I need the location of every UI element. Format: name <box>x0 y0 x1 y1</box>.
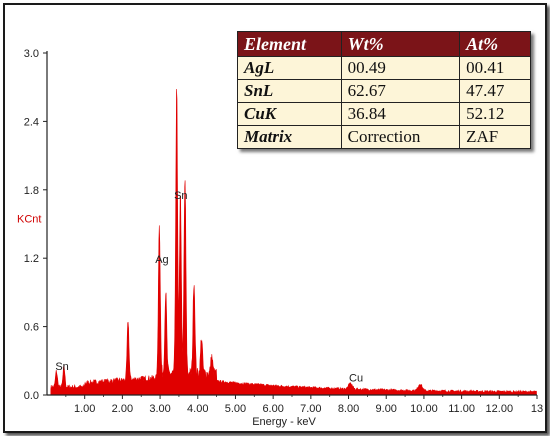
table-row: Matrix Correction ZAF <box>237 125 531 149</box>
at-cell: 52.12 <box>459 102 531 126</box>
at-cell: 00.41 <box>459 56 531 80</box>
x-tick-label: 10.00 <box>410 403 438 415</box>
x-tick-label: 9.00 <box>376 403 397 415</box>
y-tick-label: 1.2 <box>24 253 39 265</box>
header-element: Element <box>237 31 342 57</box>
x-tick-label: 8.00 <box>338 403 359 415</box>
at-cell: 47.47 <box>459 79 531 103</box>
wt-cell: 00.49 <box>340 56 461 80</box>
at-cell: ZAF <box>459 125 531 149</box>
y-tick-label: 0.6 <box>24 322 39 334</box>
element-cell: AgL <box>237 56 342 80</box>
x-tick-label: 5.00 <box>225 403 246 415</box>
y-axis-title: KCnt <box>17 213 41 225</box>
table-row: AgL 00.49 00.41 <box>237 56 531 80</box>
x-tick-label: 4.00 <box>187 403 208 415</box>
table-row: SnL 62.67 47.47 <box>237 79 531 103</box>
peak-label: Ag <box>155 254 168 266</box>
table-header-row: Element Wt% At% <box>237 31 531 57</box>
x-tick-label: 11.00 <box>448 403 475 415</box>
wt-cell: Correction <box>340 125 461 149</box>
y-tick-label: 2.4 <box>24 116 39 128</box>
x-tick-label: 6.00 <box>262 403 283 415</box>
element-composition-table: Element Wt% At% AgL 00.49 00.41 SnL 62.6… <box>237 31 531 149</box>
spectrum-area <box>50 88 537 396</box>
header-wt-percent: Wt% <box>340 31 461 57</box>
figure-frame: 1.00 2.00 3.00 4.00 5.00 6.00 7.00 8.00 9.00 10.0… <box>3 3 547 433</box>
element-cell: Matrix <box>237 125 342 149</box>
y-tick-label: 3.0 <box>24 48 39 60</box>
x-axis-title: Energy - keV <box>252 416 316 428</box>
eds-spectrum-chart: 1.00 2.00 3.00 4.00 5.00 6.00 7.00 8.00 9.00 10.0… <box>17 48 543 428</box>
x-tick-label: 13 <box>531 403 543 415</box>
peak-label: Cu <box>349 372 363 384</box>
y-tick-label: 1.8 <box>24 185 39 197</box>
peak-label: Sn <box>55 361 68 373</box>
element-cell: SnL <box>237 79 342 103</box>
x-tick-label: 12.00 <box>486 403 514 415</box>
x-tick-label: 3.00 <box>149 403 170 415</box>
table-row: CuK 36.84 52.12 <box>237 102 531 126</box>
header-at-percent: At% <box>459 31 531 57</box>
x-tick-label: 1.00 <box>74 403 95 415</box>
x-tick-label: 2.00 <box>112 403 133 415</box>
wt-cell: 62.67 <box>340 79 461 103</box>
y-tick-label: 0.0 <box>24 390 39 402</box>
x-tick-label: 7.00 <box>300 403 321 415</box>
wt-cell: 36.84 <box>340 102 461 126</box>
peak-label: Sn <box>174 190 187 202</box>
element-cell: CuK <box>237 102 342 126</box>
